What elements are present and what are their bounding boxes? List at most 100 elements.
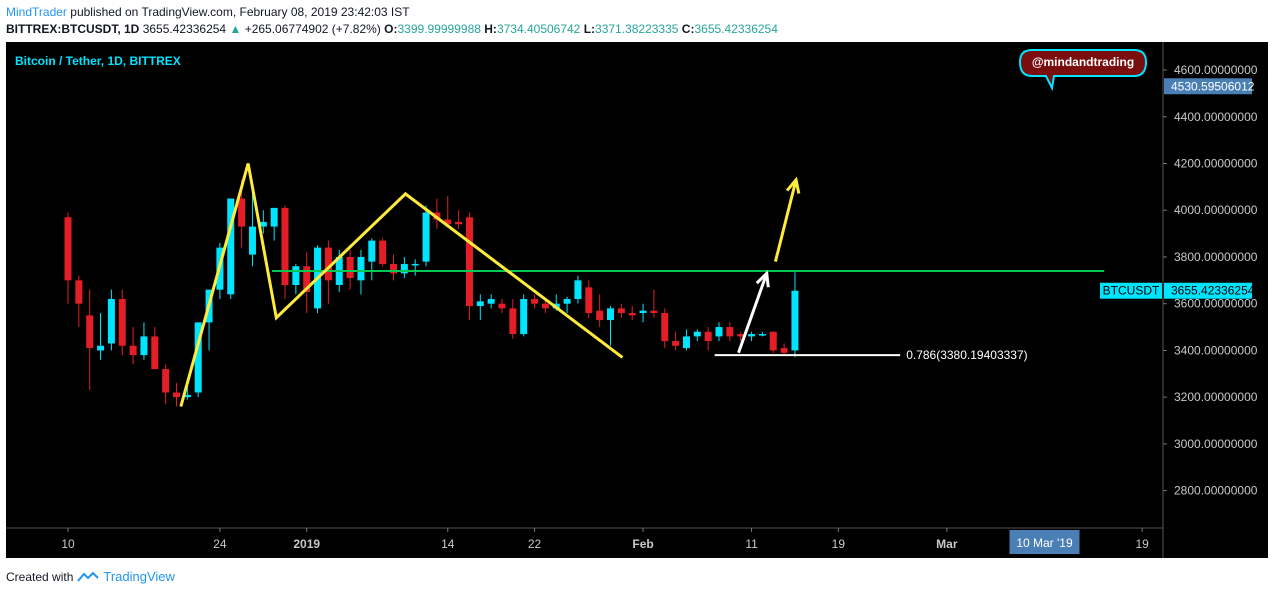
high-value: 3734.40506742 [496, 22, 581, 36]
candle-body [107, 299, 115, 344]
x-tick-label: 19 [1135, 537, 1149, 551]
candle-body [487, 299, 495, 304]
x-tick-label: 10 [61, 537, 75, 551]
symbol-tag-label: BTCUSDT [1103, 284, 1160, 298]
candle-body [455, 221, 463, 225]
price-change: +265.06774902 (+7.82%) [244, 22, 381, 36]
published-text: published on TradingView.com, February 0… [70, 5, 410, 19]
candle-body [97, 345, 105, 351]
candle-body [585, 287, 593, 314]
low-label: L: [583, 22, 596, 36]
x-tick-label: 24 [213, 537, 227, 551]
candle-body [607, 308, 614, 321]
x-tick-label: Feb [632, 537, 653, 551]
tradingview-brand[interactable]: TradingView [103, 569, 175, 584]
candle-body [682, 336, 690, 349]
crosshair-date-label: 10 Mar '19 [1016, 536, 1073, 550]
up-arrow-icon: ▲ [229, 22, 242, 36]
crosshair-price-label: 4530.59506012 [1171, 79, 1255, 93]
price-chart[interactable]: 0.786(3380.19403337) 2800.00000000 3000.0… [6, 42, 1268, 558]
candle-body [64, 217, 72, 281]
candle-body [639, 310, 647, 314]
x-tick-label: 11 [745, 537, 758, 551]
x-tick-label: 22 [528, 537, 542, 551]
candle-body [227, 198, 235, 295]
candle-body [628, 313, 636, 316]
fib-level-label: 0.786(3380.19403337) [906, 348, 1027, 362]
candle-body [617, 308, 625, 314]
candle-body [151, 336, 159, 370]
white-arrow-head [755, 270, 770, 288]
candle-body [791, 290, 799, 351]
chart-background [6, 42, 1268, 558]
y-tick-label: 3200.00000000 [1174, 390, 1258, 404]
watermark-text: @mindandtrading [1032, 55, 1134, 69]
candle-body [183, 394, 191, 398]
candle-body [400, 263, 408, 274]
candle-body [541, 303, 549, 309]
candle-body [780, 348, 788, 353]
y-tick-label: 4400.00000000 [1174, 110, 1258, 124]
candle-body [281, 207, 289, 285]
chart-title: Bitcoin / Tether, 1D, BITTREX [15, 54, 181, 68]
x-tick-label: 19 [832, 537, 846, 551]
candle-body [368, 240, 376, 262]
candle-body [672, 341, 680, 346]
candle-body [650, 310, 658, 314]
white-arrow-shaft [737, 272, 769, 354]
candle-body [465, 217, 473, 307]
candle-body [346, 256, 354, 278]
symbol-label: BITTREX:BTCUSDT, 1D [6, 22, 140, 36]
candle-body [531, 299, 539, 304]
y-tick-label: 3600.00000000 [1174, 297, 1258, 311]
y-tick-label: 3400.00000000 [1174, 343, 1258, 357]
candle-body [173, 392, 180, 398]
candle-body [574, 280, 582, 300]
y-tick-label: 3000.00000000 [1174, 437, 1258, 451]
candle-body [748, 334, 756, 337]
x-tick-label: Mar [936, 537, 958, 551]
close-value: 3655.42336254 [694, 22, 778, 36]
candle-body [769, 331, 777, 351]
footer: Created with TradingView [6, 569, 175, 584]
candle-body [324, 247, 332, 281]
candle-body [238, 198, 246, 227]
candle-body [726, 327, 734, 337]
symbol-info-bar: BITTREX:BTCUSDT, 1D 3655.42336254 ▲ +265… [6, 22, 778, 36]
candle-body [498, 303, 506, 309]
candle-body [259, 221, 267, 227]
candle-body [693, 331, 701, 337]
candle-body [758, 334, 766, 336]
candle-body [303, 266, 311, 293]
yellow-arrow-head [785, 176, 801, 194]
candle-body [422, 212, 430, 262]
last-price-label: 3655.42336254 [1171, 284, 1255, 298]
x-tick-label: 14 [441, 537, 455, 551]
candle-body [520, 299, 528, 335]
created-with-label: Created with [6, 569, 74, 584]
watermark-callout: @mindandtrading [1018, 49, 1148, 92]
candle-body [162, 369, 170, 393]
tradingview-logo-icon [77, 571, 100, 582]
symbol-tag-box [1100, 282, 1162, 299]
candle-body [390, 263, 397, 274]
candle-body [248, 226, 256, 255]
candle-body [411, 263, 419, 266]
author-link[interactable]: MindTrader [6, 5, 67, 19]
close-label: C: [681, 22, 695, 36]
y-tick-label: 2800.00000000 [1174, 484, 1258, 498]
yellow-arrow-shaft [773, 179, 798, 263]
open-label: O: [384, 22, 398, 36]
crosshair-price-box [1164, 78, 1252, 95]
y-tick-label: 4200.00000000 [1174, 157, 1258, 171]
candle-body [563, 299, 571, 304]
candle-body [292, 266, 300, 285]
pattern-line [179, 163, 624, 407]
crosshair-date-box [1009, 530, 1080, 554]
candle-body [75, 280, 83, 304]
candle-body [661, 313, 669, 342]
y-tick-label: 4600.00000000 [1174, 63, 1258, 77]
candle-body [86, 315, 94, 349]
low-value: 3371.38223335 [595, 22, 679, 36]
candle-body [715, 327, 723, 337]
